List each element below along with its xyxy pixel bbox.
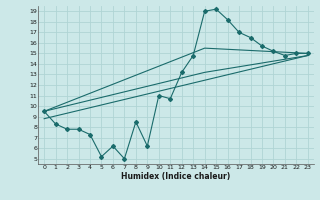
X-axis label: Humidex (Indice chaleur): Humidex (Indice chaleur) xyxy=(121,172,231,181)
